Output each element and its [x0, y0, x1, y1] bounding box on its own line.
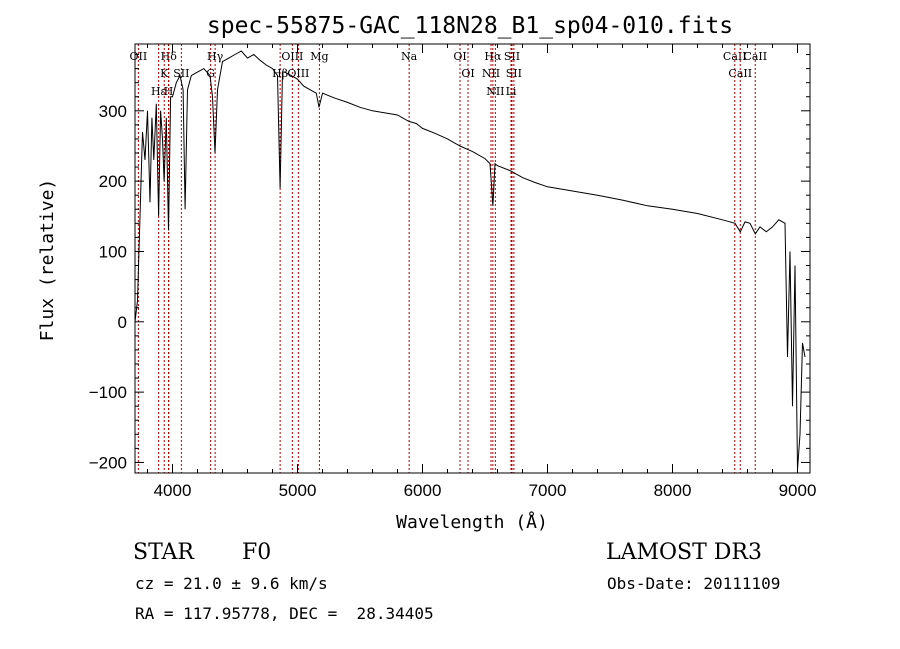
- marker-label: SII: [504, 50, 520, 63]
- marker-label: NII: [482, 67, 500, 80]
- x-tick-label: 9000: [779, 481, 817, 500]
- redshift-info: cz = 21.0 ± 9.6 km/s: [135, 574, 328, 593]
- marker-label: CaII: [728, 67, 752, 80]
- marker-label: OII: [130, 50, 148, 63]
- marker-label: H: [164, 85, 174, 98]
- spectral-class: F0: [242, 540, 272, 565]
- marker-label: OI: [453, 50, 466, 63]
- y-tick-label: 0: [118, 313, 127, 332]
- marker-label: SII: [506, 67, 522, 80]
- marker-label: OIII: [281, 50, 303, 63]
- y-tick-label: −200: [89, 453, 127, 472]
- marker-label: Li: [506, 85, 517, 98]
- y-tick-label: −100: [89, 383, 127, 402]
- spectrum-line: [134, 50, 806, 470]
- plot-frame: [134, 43, 811, 474]
- marker-label: Hγ: [207, 50, 224, 63]
- object-type: STAR: [133, 540, 194, 565]
- axes: 4000 5000 6000 7000 8000 9000 −200 −100 0 100 200 3…: [89, 43, 817, 500]
- x-tick-label: 8000: [654, 481, 692, 500]
- marker-label: Hε: [151, 85, 167, 98]
- marker-label: Hβ: [272, 67, 288, 80]
- x-tick-label: 6000: [404, 481, 442, 500]
- marker-label: Hα: [484, 50, 502, 63]
- obs-date: Obs-Date: 20111109: [607, 574, 781, 593]
- y-tick-label: 100: [99, 242, 127, 261]
- marker-label: SII: [173, 67, 189, 80]
- marker-label: OI: [461, 67, 474, 80]
- marker-label: CaII: [743, 50, 767, 63]
- marker-label: G: [206, 67, 215, 80]
- marker-label: K: [160, 67, 169, 80]
- marker-label: Mg: [310, 50, 328, 63]
- marker-label: Na: [401, 50, 418, 63]
- marker-label: NII: [486, 85, 504, 98]
- coordinates: RA = 117.95778, DEC = 28.34405: [135, 604, 434, 623]
- survey-name: LAMOST DR3: [606, 540, 762, 565]
- x-axis-label: Wavelength (Å): [396, 511, 548, 533]
- marker-label: OIII: [287, 67, 309, 80]
- chart-title: spec-55875-GAC_118N28_B1_sp04-010.fits: [207, 13, 733, 39]
- y-tick-label: 200: [99, 172, 127, 191]
- x-tick-label: 4000: [154, 481, 192, 500]
- x-tick-label: 5000: [279, 481, 317, 500]
- y-tick-label: 300: [99, 102, 127, 121]
- y-axis-label: Flux (relative): [37, 179, 58, 342]
- x-tick-label: 7000: [529, 481, 567, 500]
